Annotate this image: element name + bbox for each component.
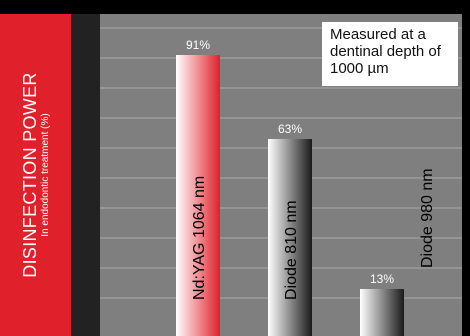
bar	[360, 289, 404, 336]
measurement-note: Measured at a dentinal depth of 1000 µm	[322, 22, 458, 86]
data-label: 63%	[278, 122, 302, 136]
axis-strip	[71, 14, 100, 336]
y-axis-panel	[0, 14, 71, 336]
category-label: Diode 810 nm	[283, 200, 300, 300]
category-label: Nd:YAG 1064 nm	[191, 176, 208, 300]
labels: 91% Nd:YAG 1064 nm 63% Diode 810 nm 13% Diode…	[186, 38, 436, 300]
bar	[176, 55, 220, 336]
bars	[176, 55, 404, 336]
category-label: Diode 980 nm	[419, 168, 436, 268]
data-label: 91%	[186, 38, 210, 52]
data-label: 13%	[370, 272, 394, 286]
bar	[268, 139, 312, 336]
